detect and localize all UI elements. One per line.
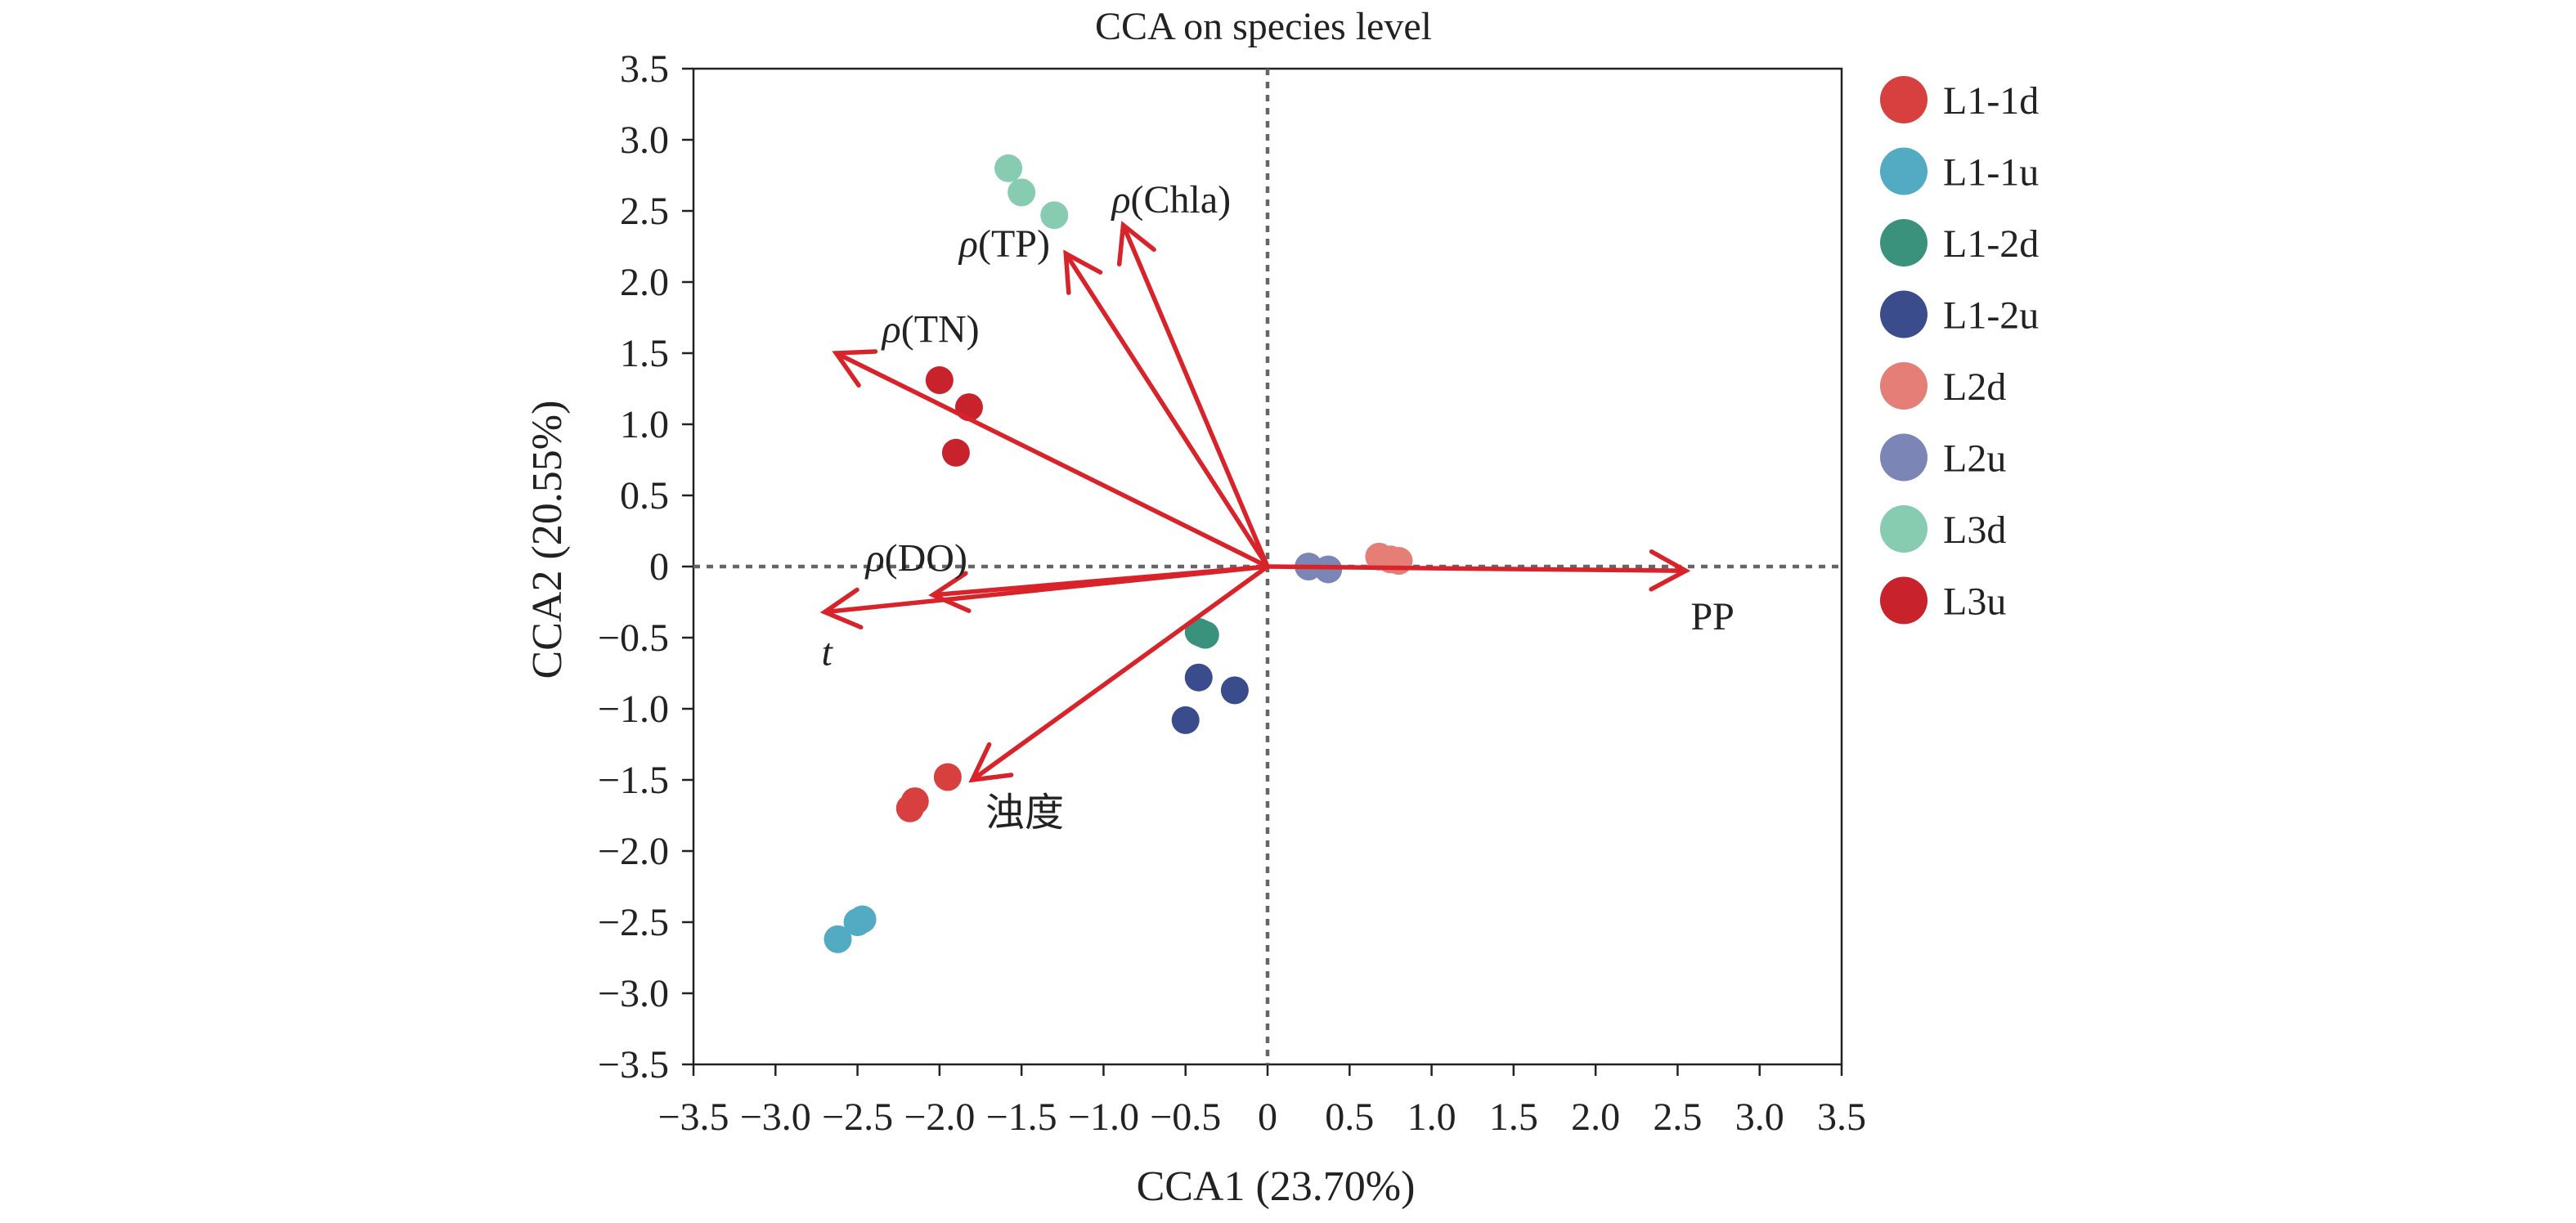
x-tick-label: 1.0 [1407, 1095, 1456, 1139]
vector-line-ρ(TN) [833, 351, 1270, 569]
legend-label-L1-2d: L1-2d [1943, 222, 2039, 266]
x-tick-label: −3.0 [740, 1095, 811, 1139]
x-tick-label: 0.5 [1325, 1095, 1374, 1139]
legend-marker-L2d [1880, 362, 1928, 410]
y-tick-label: 2.0 [620, 261, 669, 304]
y-tick-label: −2.0 [598, 830, 669, 873]
legend-label-L3u: L3u [1943, 580, 2006, 624]
y-tick-label: −0.5 [598, 616, 669, 660]
y-tick-label: 2.5 [620, 190, 669, 233]
legend-label-L2d: L2d [1943, 365, 2006, 409]
x-tick-label: −0.5 [1150, 1095, 1221, 1139]
vector-label-ρ(TN): ρ(TN) [881, 307, 980, 351]
chart-title: CCA on species level [1095, 5, 1432, 48]
point-L3d [1040, 201, 1069, 230]
legend-label-L2u: L2u [1943, 437, 2006, 481]
x-tick-label: −2.0 [904, 1095, 975, 1139]
y-tick-label: −1.0 [598, 688, 669, 731]
x-tick-label: 3.5 [1817, 1095, 1866, 1139]
x-tick-label: 3.0 [1735, 1095, 1784, 1139]
legend: L1-1d L1-1u L1-2d L1-2u L2d L2u L3d L3u [1880, 76, 2039, 625]
legend-label-L3d: L3d [1943, 508, 2006, 552]
point-L3u [941, 438, 970, 467]
y-tick-label: −2.5 [598, 901, 669, 944]
vector-head-PP [1649, 549, 1691, 592]
vector-line-ρ(Chla) [1120, 222, 1270, 569]
y-tick-label: 1.5 [620, 332, 669, 375]
legend-label-L1-1d: L1-1d [1943, 79, 2039, 123]
legend-label-L1-1u: L1-1u [1943, 151, 2039, 195]
y-axis-label: CCA2 (20.55%) [524, 401, 571, 679]
point-L1-1u [848, 905, 877, 934]
vector-line-浊度 [970, 564, 1270, 782]
vector-label-ρ(Chla): ρ(Chla) [1110, 178, 1231, 222]
vector-label-t: t [821, 630, 833, 674]
vector-label-ρ(TP): ρ(TP) [958, 222, 1050, 266]
point-L3d [1008, 178, 1036, 207]
y-tick-label: 3.0 [620, 119, 669, 162]
legend-marker-L1-1d [1880, 76, 1928, 123]
legend-marker-L1-2d [1880, 219, 1928, 267]
vector-line-ρ(TP) [1063, 251, 1270, 569]
x-tick-label: −1.5 [986, 1095, 1057, 1139]
legend-marker-L1-2u [1880, 290, 1928, 338]
point-L1-1u [824, 925, 852, 953]
point-L2d [1384, 547, 1413, 576]
vector-label-浊度: 浊度 [985, 791, 1064, 835]
vector-head-ρ(TN) [832, 349, 878, 388]
vector-head-ρ(DO) [928, 571, 972, 613]
x-axis-label: CCA1 (23.70%) [1137, 1163, 1416, 1210]
vector-label-PP: PP [1690, 595, 1734, 638]
vector-head-t [819, 587, 864, 630]
legend-marker-L2u [1880, 433, 1928, 482]
y-tick-label: −1.5 [598, 759, 669, 802]
legend-marker-L3u [1880, 576, 1928, 625]
point-L3d [994, 154, 1023, 182]
x-tick-label: 2.5 [1653, 1095, 1702, 1139]
legend-marker-L1-1u [1880, 147, 1928, 195]
legend-marker-L3d [1880, 505, 1928, 553]
x-tick-label: −3.5 [657, 1095, 729, 1139]
x-tick-label: −2.5 [822, 1095, 893, 1139]
point-L1-1d [933, 763, 962, 791]
point-L1-2u [1171, 706, 1200, 734]
vector-head-浊度 [968, 741, 1014, 783]
vector-line-t [822, 564, 1270, 615]
x-tick-label: 2.0 [1571, 1095, 1620, 1139]
x-tick-label: 1.5 [1489, 1095, 1538, 1139]
x-tick-label: 0 [1258, 1095, 1277, 1139]
point-L1-2u [1184, 663, 1213, 692]
point-L1-2d [1187, 619, 1216, 647]
legend-label-L1-2u: L1-2u [1943, 294, 2039, 338]
y-tick-label: −3.0 [598, 972, 669, 1015]
y-tick-label: 3.5 [620, 47, 669, 91]
vector-head-ρ(TP) [1063, 249, 1103, 295]
y-tick-label: 0 [649, 545, 669, 589]
y-tick-label: 1.0 [620, 403, 669, 446]
point-L3u [925, 366, 954, 395]
vector-head-ρ(Chla) [1116, 221, 1156, 267]
point-L1-1d [895, 794, 924, 822]
vector-line-PP [1265, 564, 1689, 573]
x-tick-label: −1.0 [1068, 1095, 1139, 1139]
plot-area: −3.5 −3.0 −2.5 −2.0 −1.5 −1.0 −0.5 0 0.5 1.0 1.5 2.… [598, 47, 1866, 1139]
y-tick-label: 0.5 [620, 474, 669, 517]
y-tick-label: −3.5 [598, 1043, 669, 1086]
point-L1-2u [1220, 676, 1249, 705]
vector-label-ρ(DO): ρ(DO) [864, 537, 967, 580]
